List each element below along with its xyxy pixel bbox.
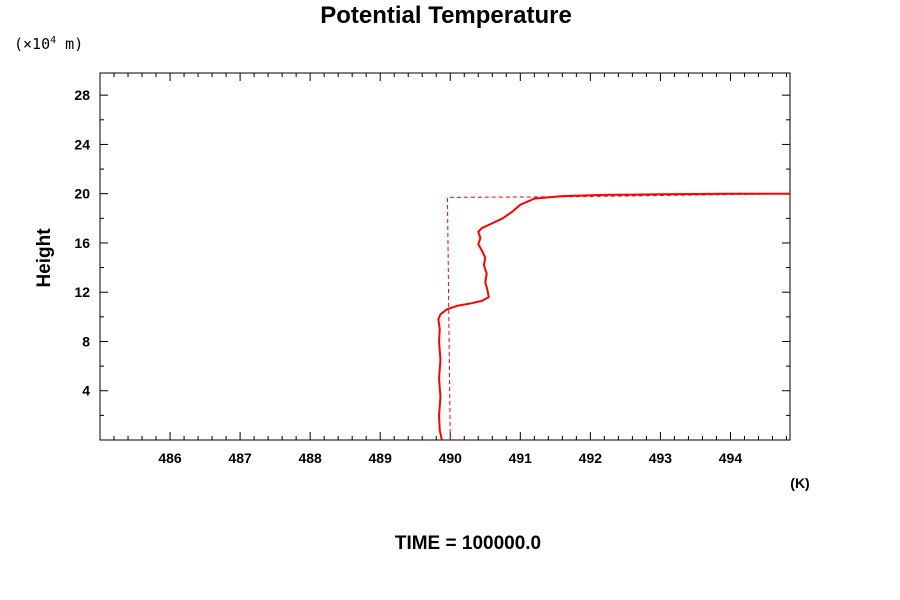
y-axis-label: Height — [34, 228, 55, 288]
x-tick-label: 493 — [649, 450, 673, 466]
x-tick-label: 487 — [228, 450, 252, 466]
y-tick-label: 20 — [74, 186, 90, 202]
y-tick-label: 16 — [74, 235, 90, 251]
y-unit-prefix: (×10 — [14, 35, 50, 53]
y-tick-label: 12 — [74, 284, 90, 300]
x-tick-label: 486 — [158, 450, 182, 466]
y-unit-exponent: 4 — [50, 35, 56, 46]
y-tick-label: 24 — [74, 136, 90, 152]
y-tick-label: 8 — [82, 333, 90, 349]
series-lines — [437, 192, 791, 441]
x-tick-label: 489 — [369, 450, 393, 466]
x-tick-label: 494 — [719, 450, 743, 466]
axis-ticks — [99, 73, 790, 440]
x-tick-label: 492 — [579, 450, 603, 466]
y-unit-label: (×104 m) — [14, 35, 83, 53]
y-tick-labels: 4 8 12 16 20 24 28 — [74, 87, 90, 399]
chart-title: Potential Temperature — [320, 2, 572, 29]
x-tick-label: 488 — [298, 450, 322, 466]
y-unit-suffix: m) — [56, 35, 83, 53]
time-footer: TIME = 100000.0 — [395, 533, 541, 554]
x-tick-labels: 486 487 488 489 490 491 492 493 494 — [158, 450, 742, 466]
x-tick-label: 491 — [509, 450, 533, 466]
series-line-dashed — [446, 193, 791, 441]
plot-frame — [99, 72, 791, 441]
series-line-solid — [437, 192, 790, 441]
y-tick-label: 4 — [82, 383, 90, 399]
x-unit-label: (K) — [790, 475, 809, 491]
y-tick-label: 28 — [74, 87, 90, 103]
x-tick-label: 490 — [439, 450, 463, 466]
